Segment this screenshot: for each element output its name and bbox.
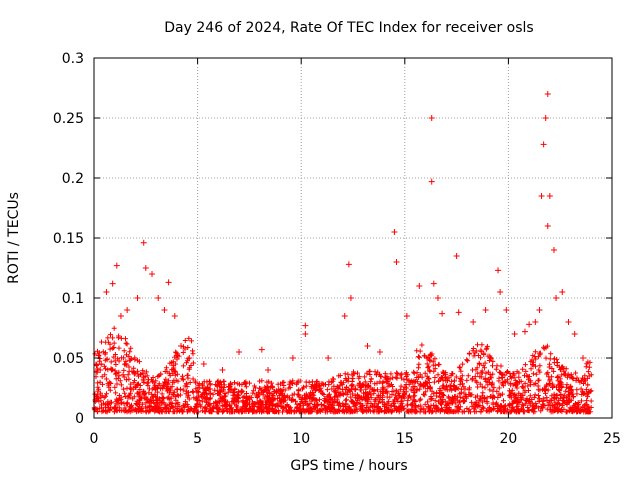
data-point [109, 280, 116, 287]
y-tick-label: 0.25 [53, 111, 84, 127]
data-point [532, 319, 539, 325]
y-tick-label: 0.3 [62, 51, 84, 67]
data-point [302, 331, 309, 337]
data-point [186, 355, 193, 361]
y-tick-label: 0.2 [62, 171, 84, 187]
data-point [161, 307, 168, 313]
data-point [302, 322, 309, 329]
data-point [134, 295, 141, 301]
data-point [376, 349, 383, 355]
data-point [403, 313, 410, 319]
data-point [553, 295, 560, 301]
data-point [544, 91, 551, 97]
data-point [140, 239, 147, 246]
data-point [550, 247, 557, 253]
data-point [428, 115, 435, 121]
data-point [521, 328, 528, 335]
data-point [453, 253, 460, 259]
x-tick-label: 25 [603, 431, 621, 447]
data-point [325, 355, 332, 361]
data-point [155, 295, 162, 301]
grid-lines [94, 58, 612, 418]
roti-noise-markers [91, 325, 594, 415]
data-point [219, 367, 226, 373]
data-point [200, 361, 207, 367]
data-point [482, 307, 489, 313]
data-point [526, 321, 533, 328]
data-point [364, 343, 371, 349]
data-point [236, 349, 243, 355]
data-point [97, 367, 104, 373]
data-point [511, 331, 518, 337]
roti-noise-band [91, 325, 594, 415]
y-tick-label: 0.15 [53, 231, 84, 247]
axis-ticks: 0 5 10 15 20 25 0 0.05 0.1 0.15 0.2 0.25 0.3 [53, 51, 621, 447]
data-point [470, 319, 477, 325]
x-axis-label: GPS time / hours [290, 458, 407, 474]
data-point [544, 223, 551, 229]
data-point [428, 178, 435, 185]
data-point [497, 289, 504, 295]
data-point [540, 141, 547, 148]
data-point [258, 346, 265, 353]
data-point [434, 295, 441, 301]
data-point [538, 193, 545, 199]
data-point [586, 373, 593, 379]
y-tick-label: 0.1 [62, 291, 84, 307]
data-point [565, 319, 572, 325]
chart-title: Day 246 of 2024, Rate Of TEC Index for r… [164, 20, 533, 36]
data-point [113, 262, 120, 269]
data-point [149, 271, 156, 277]
data-point [391, 229, 398, 235]
data-point [265, 367, 272, 373]
data-point [345, 261, 352, 268]
data-point [430, 280, 437, 287]
data-point [536, 307, 543, 313]
data-point [171, 313, 178, 319]
data-point [455, 309, 462, 316]
data-point [542, 115, 549, 121]
y-tick-label: 0.05 [53, 351, 84, 367]
data-point [347, 295, 354, 301]
data-point [416, 283, 423, 289]
y-axis-label: ROTI / TECUs [6, 192, 22, 284]
data-point [571, 331, 578, 337]
data-point [117, 313, 124, 319]
x-tick-label: 0 [90, 431, 99, 447]
data-point [579, 355, 586, 361]
y-tick-label: 0 [75, 411, 84, 427]
data-point [165, 279, 172, 286]
x-tick-label: 20 [499, 431, 517, 447]
x-tick-label: 5 [193, 431, 202, 447]
data-point [178, 343, 185, 349]
data-point [289, 355, 296, 361]
data-point [559, 289, 566, 295]
data-markers [97, 91, 593, 379]
data-point [393, 259, 400, 265]
x-tick-label: 15 [396, 431, 414, 447]
data-point [495, 267, 502, 274]
x-tick-label: 10 [292, 431, 310, 447]
data-point [341, 313, 348, 319]
data-point [124, 307, 131, 313]
data-point [503, 307, 510, 313]
data-point [439, 310, 446, 317]
data-point [142, 265, 149, 271]
data-point [103, 289, 110, 295]
data-point [546, 193, 553, 199]
